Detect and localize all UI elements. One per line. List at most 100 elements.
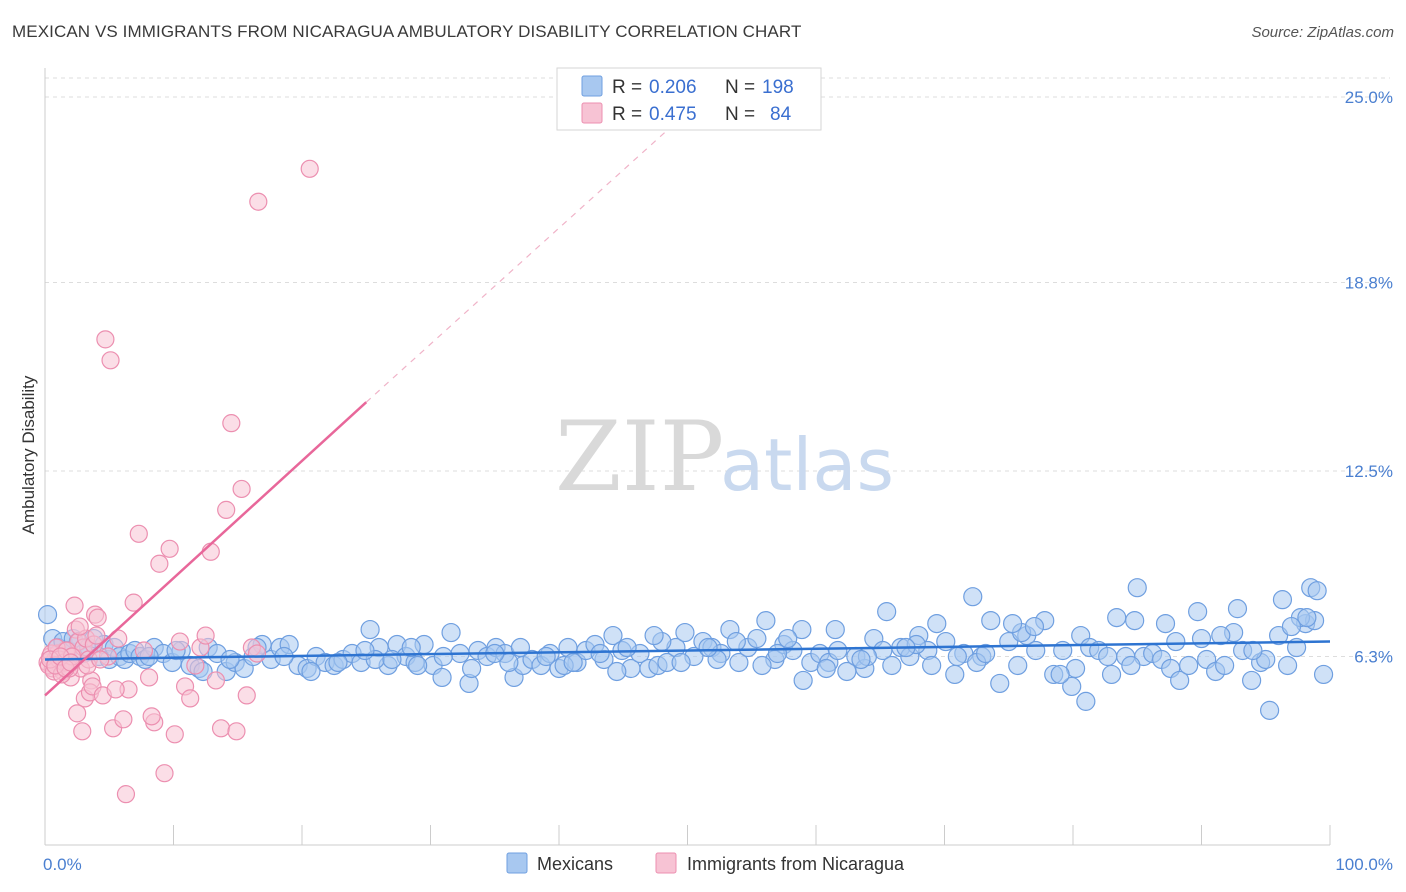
- legend-n-value-mexicans: 198: [762, 77, 794, 98]
- point-mexicans: [1215, 655, 1235, 676]
- point-mexicans: [408, 655, 428, 676]
- point-mexicans: [752, 655, 772, 676]
- point-nicaragua: [211, 719, 231, 738]
- point-mexicans: [990, 673, 1010, 694]
- legend-n-value-nicaragua: 84: [770, 104, 792, 125]
- point-nicaragua: [150, 554, 169, 573]
- bottom-legend-swatch-mexicans: [506, 852, 528, 874]
- points: [37, 159, 1334, 804]
- y-tick-label: 12.5%: [1345, 462, 1393, 481]
- point-mexicans: [945, 664, 965, 685]
- point-mexicans: [1121, 655, 1141, 676]
- point-nicaragua: [106, 680, 125, 699]
- point-nicaragua: [186, 656, 205, 675]
- point-mexicans: [1050, 664, 1070, 685]
- watermark-zip: ZIP: [555, 401, 724, 513]
- point-nicaragua: [249, 192, 268, 211]
- legend-r-value-nicaragua: 0.475: [649, 104, 697, 125]
- point-mexicans: [947, 646, 967, 667]
- point-mexicans: [793, 670, 813, 691]
- point-mexicans: [1062, 676, 1082, 697]
- point-mexicans: [220, 649, 240, 670]
- point-mexicans: [433, 646, 453, 667]
- legend-n-label-nicaragua: N =: [725, 104, 755, 125]
- point-nicaragua: [134, 641, 154, 660]
- point-mexicans: [671, 652, 691, 673]
- point-nicaragua: [201, 542, 220, 561]
- point-mexicans: [328, 652, 348, 673]
- point-mexicans: [927, 613, 947, 634]
- point-mexicans: [882, 655, 902, 676]
- axes: [44, 68, 1331, 846]
- point-mexicans: [1307, 581, 1327, 601]
- point-mexicans: [922, 655, 942, 676]
- point-nicaragua: [87, 626, 106, 645]
- point-mexicans: [1313, 664, 1334, 685]
- point-nicaragua: [129, 524, 148, 543]
- point-mexicans: [441, 622, 461, 643]
- point-mexicans: [675, 622, 695, 643]
- point-mexicans: [1170, 670, 1190, 691]
- point-nicaragua: [247, 644, 267, 663]
- legend: R = 0.206 N = 198 R = 0.475 N = 84: [556, 67, 822, 131]
- point-mexicans: [1107, 608, 1127, 628]
- point-nicaragua: [88, 608, 107, 627]
- point-mexicans: [603, 625, 623, 646]
- point-nicaragua: [206, 671, 226, 690]
- point-mexicans: [976, 643, 996, 664]
- source-label: Source: ZipAtlas.com: [1251, 24, 1394, 41]
- y-axis-label: Ambulatory Disability: [19, 375, 38, 534]
- point-mexicans: [1297, 608, 1317, 628]
- point-mexicans: [851, 649, 871, 670]
- x-tick-label-min: 0.0%: [43, 855, 82, 874]
- point-mexicans: [698, 637, 718, 658]
- point-nicaragua: [142, 707, 161, 726]
- point-mexicans: [1026, 640, 1046, 661]
- bottom-legend-label-nicaragua: Immigrants from Nicaragua: [687, 854, 905, 874]
- y-tick-labels: 6.3% 12.5% 18.8% 25.0%: [1345, 88, 1393, 667]
- point-nicaragua: [68, 704, 87, 723]
- point-mexicans: [536, 646, 556, 667]
- x-tick-labels: 0.0% 100.0%: [43, 855, 1393, 874]
- point-mexicans: [1003, 613, 1023, 634]
- point-mexicans: [301, 661, 321, 682]
- point-mexicans: [355, 640, 375, 661]
- point-nicaragua: [160, 539, 179, 558]
- point-nicaragua: [101, 351, 120, 370]
- point-nicaragua: [170, 632, 190, 651]
- point-mexicans: [756, 610, 776, 631]
- point-mexicans: [1155, 613, 1176, 634]
- legend-r-value-mexicans: 0.206: [649, 77, 697, 98]
- point-nicaragua: [217, 500, 236, 519]
- point-mexicans: [1243, 640, 1263, 661]
- point-mexicans: [432, 667, 452, 688]
- point-mexicans: [981, 610, 1001, 631]
- point-mexicans: [1191, 628, 1212, 649]
- point-mexicans: [825, 619, 845, 640]
- point-nicaragua: [232, 479, 251, 499]
- watermark: ZIP atlas: [555, 401, 894, 513]
- point-mexicans: [1024, 616, 1045, 637]
- point-mexicans: [1127, 578, 1147, 598]
- point-mexicans: [1272, 590, 1293, 610]
- point-mexicans: [726, 631, 746, 652]
- point-mexicans: [401, 637, 421, 658]
- point-nicaragua: [222, 414, 241, 433]
- point-mexicans: [563, 652, 583, 673]
- point-mexicans: [778, 628, 798, 649]
- point-mexicans: [1211, 625, 1231, 646]
- point-mexicans: [816, 658, 836, 679]
- point-mexicans: [1098, 646, 1118, 667]
- point-nicaragua: [73, 722, 92, 741]
- point-mexicans: [1188, 602, 1208, 622]
- point-mexicans: [37, 605, 58, 625]
- bottom-legend-label-mexicans: Mexicans: [537, 854, 613, 874]
- point-mexicans: [360, 619, 380, 640]
- bottom-legend: Mexicans Immigrants from Nicaragua: [506, 852, 905, 874]
- point-nicaragua: [61, 653, 80, 672]
- point-mexicans: [1260, 700, 1280, 720]
- point-nicaragua: [116, 785, 136, 804]
- point-mexicans: [462, 658, 482, 679]
- bottom-legend-swatch-nicaragua: [655, 852, 677, 874]
